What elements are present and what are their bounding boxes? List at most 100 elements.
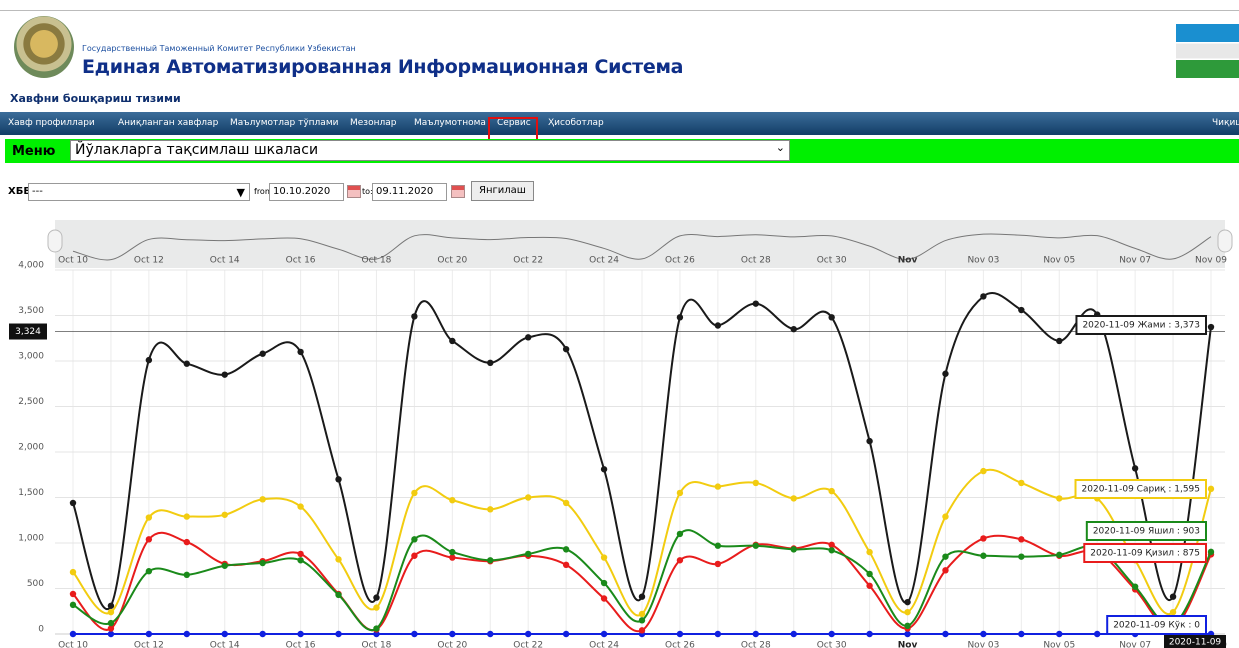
to-date[interactable]: 09.11.2020	[372, 183, 447, 201]
data-point	[335, 476, 342, 483]
data-point	[297, 550, 304, 558]
nav-item[interactable]: Хавф профиллари	[8, 118, 95, 128]
refresh-button[interactable]: Янгилаш	[471, 181, 534, 201]
data-point	[600, 554, 608, 561]
data-point	[183, 538, 190, 546]
data-point	[373, 625, 380, 632]
navigator-label: Nov 07	[1119, 256, 1151, 266]
data-point	[904, 630, 911, 638]
y-tick-label: 4,000	[18, 261, 44, 271]
data-point	[297, 630, 304, 638]
navigator-label: Oct 24	[589, 256, 619, 266]
data-point	[980, 552, 987, 559]
y-tick-label: 1,000	[18, 534, 44, 544]
data-point	[562, 546, 570, 553]
data-point	[980, 630, 987, 638]
data-point	[69, 499, 77, 507]
navigator-label: Oct 20	[437, 256, 467, 266]
data-point	[638, 610, 646, 618]
navigator-label: Oct 26	[665, 256, 695, 266]
nav-item[interactable]: Мезонлар	[350, 118, 397, 128]
nav-item[interactable]: Маълумотлар тўплами	[230, 118, 339, 128]
navigator-label: Oct 28	[741, 256, 771, 266]
navigator-bg	[55, 220, 1225, 268]
data-point	[183, 630, 190, 638]
data-point	[145, 514, 153, 521]
calendar-icon[interactable]	[451, 185, 465, 198]
data-point	[562, 499, 570, 507]
data-point	[828, 487, 835, 495]
data-point	[373, 594, 380, 601]
x-tick-label: Nov 03	[967, 641, 999, 648]
data-point	[411, 536, 418, 543]
crosshair-x-label: 2020-11-09	[1169, 638, 1222, 648]
data-point	[600, 466, 608, 473]
data-point	[638, 627, 646, 634]
tooltip-box	[1075, 315, 1207, 335]
data-point	[942, 567, 949, 574]
data-point	[525, 550, 532, 558]
x-tick-label: Oct 20	[437, 641, 467, 648]
nav-item[interactable]: Аниқланган хавфлар	[118, 118, 219, 128]
data-point	[525, 334, 532, 341]
logout[interactable]: Чиқиш	[1212, 118, 1239, 128]
data-point	[449, 497, 456, 504]
data-point	[676, 314, 684, 321]
nav-item[interactable]: Сервис	[497, 118, 531, 128]
data-point	[942, 370, 949, 377]
data-point	[1169, 593, 1177, 600]
data-point	[1018, 306, 1025, 314]
data-point	[714, 483, 722, 490]
tooltip: 2020-11-09 Қизил : 875	[1083, 543, 1207, 563]
data-point	[221, 562, 228, 569]
x-tick-label: Oct 24	[589, 641, 619, 648]
data-point	[904, 608, 911, 616]
data-point	[714, 322, 722, 329]
select-text: ---	[32, 186, 43, 197]
data-point	[1018, 630, 1025, 638]
tooltip-text: 2020-11-09 Қизил : 875	[1090, 549, 1200, 559]
data-point	[1056, 551, 1063, 559]
data-point	[866, 548, 873, 556]
data-point	[259, 350, 266, 357]
tooltip: 2020-11-09 Яшил : 903	[1085, 521, 1207, 541]
data-point	[69, 630, 77, 638]
y-tick-label: 2,500	[18, 397, 44, 407]
chart: 0 500 1,000 1,500 2,000 2,500 3,000 3,500 4,000 O…	[9, 220, 1233, 648]
data-point	[487, 630, 494, 638]
nav-item[interactable]: Маълумотнома	[414, 118, 486, 128]
tooltip-box	[1074, 479, 1207, 499]
caret: ⌄	[775, 141, 785, 154]
data-point	[259, 630, 266, 638]
tooltip-text: 2020-11-09 Кўк : 0	[1113, 621, 1200, 631]
calendar-icon[interactable]	[347, 185, 361, 198]
data-point	[980, 467, 987, 475]
x-tick-label: Oct 22	[513, 641, 543, 648]
data-point	[600, 595, 608, 602]
data-point	[411, 313, 418, 320]
data-point	[714, 542, 722, 549]
data-point	[525, 630, 532, 638]
from-date[interactable]: 10.10.2020	[269, 183, 344, 201]
data-point	[866, 570, 873, 578]
data-point	[221, 511, 228, 518]
data-point	[1056, 337, 1063, 345]
tooltip-box	[1083, 543, 1207, 563]
data-point	[1056, 630, 1063, 638]
data-point	[69, 601, 77, 609]
select[interactable]: --- ▼	[28, 183, 250, 201]
navigator-label: Nov 03	[967, 256, 999, 266]
data-point	[752, 542, 759, 549]
data-point	[562, 561, 570, 569]
nav-item[interactable]: Ҳисоботлар	[548, 118, 604, 128]
data-point	[942, 513, 949, 520]
data-point	[487, 557, 494, 564]
data-point	[828, 547, 835, 554]
data-point	[259, 559, 266, 567]
data-point	[1207, 548, 1215, 556]
tooltip-text: 2020-11-09 Жами : 3,373	[1082, 321, 1200, 331]
y-tick-label: 3,500	[18, 306, 44, 316]
menu-select[interactable]: Йўлакларга тақсимлаш шкаласи ⌄	[70, 140, 790, 161]
data-point	[790, 495, 797, 502]
data-point	[297, 348, 304, 356]
